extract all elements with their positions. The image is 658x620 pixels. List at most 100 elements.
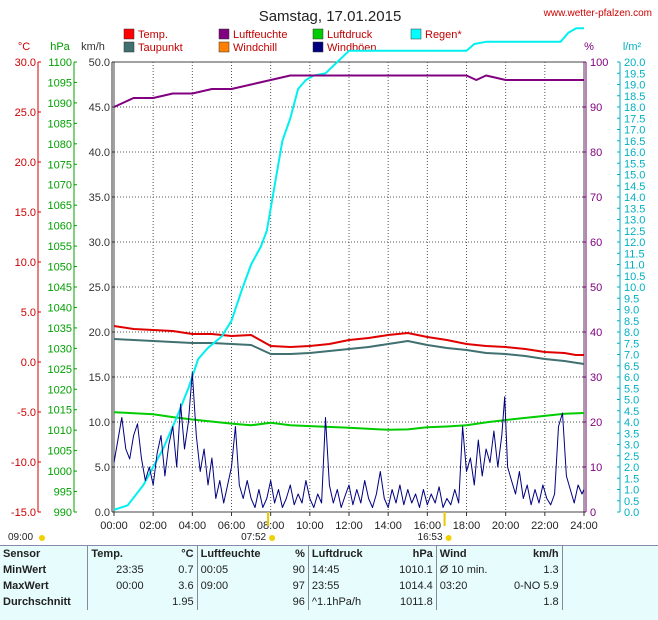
temp-tick-label: 20.0 <box>15 157 36 169</box>
pressure-tick-label: 1040 <box>48 302 72 314</box>
pressure-time: 14:45 <box>307 562 388 578</box>
row-spacer <box>561 562 570 578</box>
humidity-unit-label: % <box>584 41 594 53</box>
rain-tick-label: 0.0 <box>624 507 639 519</box>
humidity-time: 09:00 <box>196 578 279 594</box>
x-tick-label: 00:00 <box>100 520 128 532</box>
legend-label: Windböen <box>327 42 377 54</box>
unit-labels: °C hPa km/h % l/m² <box>18 41 642 53</box>
wind-tick-label: 40.0 <box>89 147 110 159</box>
header-wind-unit: km/h <box>532 548 559 560</box>
pressure-tick-label: 995 <box>54 487 72 499</box>
rain-tick-label: 19.0 <box>624 80 645 92</box>
temp-time: 00:00 <box>87 578 147 594</box>
temp-tick-label: 10.0 <box>15 257 36 269</box>
humidity-time <box>196 594 279 610</box>
rain-tick-label: 8.5 <box>624 316 639 328</box>
row-spacer <box>561 594 570 610</box>
pressure-tick-label: 1005 <box>48 446 72 458</box>
header-temp-unit: °C <box>181 548 194 560</box>
pressure-tick-label: 1095 <box>48 77 72 89</box>
pressure-tick-label: 1000 <box>48 466 72 478</box>
wind-tick-label: 20.0 <box>89 327 110 339</box>
pressure-tick-label: 1055 <box>48 241 72 253</box>
rain-tick-label: 17.0 <box>624 125 645 137</box>
rain-tick-label: 0.5 <box>624 496 639 508</box>
header-pressure-unit: hPa <box>412 548 433 560</box>
rain-tick-label: 11.0 <box>624 260 645 272</box>
pressure-tick-label: 1045 <box>48 282 72 294</box>
legend-label: Taupunkt <box>138 42 183 54</box>
wind-tick-label: 5.0 <box>95 462 110 474</box>
pressure-time: ^1.1hPa/h <box>307 594 388 610</box>
rain-tick-label: 16.0 <box>624 147 645 159</box>
series-luftdruck <box>113 411 585 431</box>
pressure-tick-label: 1075 <box>48 159 72 171</box>
x-tick-label: 24:00 <box>570 520 598 532</box>
pressure-tick-label: 1020 <box>48 384 72 396</box>
rain-unit-label: l/m² <box>623 41 642 53</box>
temp-unit-label: °C <box>18 41 30 53</box>
row-spacer <box>561 578 570 594</box>
row-label: MaxWert <box>3 580 49 592</box>
legend-label: Luftdruck <box>327 29 373 41</box>
rain-tick-label: 12.5 <box>624 226 645 238</box>
wind-tick-label: 50.0 <box>89 57 110 69</box>
wind-label <box>435 594 500 610</box>
temp-tick-label: 30.0 <box>15 57 36 69</box>
rain-tick-label: 12.0 <box>624 237 645 249</box>
header-humidity: Luftfeuchte <box>196 546 279 562</box>
rain-tick-label: 2.5 <box>624 451 639 463</box>
site-link[interactable]: www.wetter-pfalzen.com <box>543 8 652 19</box>
legend-swatch <box>123 28 135 40</box>
header-sensor: Sensor <box>3 548 41 560</box>
rain-tick-label: 10.0 <box>624 282 645 294</box>
wind-unit-label: km/h <box>81 41 105 53</box>
temp-value: 1.95 <box>172 596 194 608</box>
rain-tick-label: 20.0 <box>624 57 645 69</box>
prev-time-label: 09:00 <box>8 532 33 543</box>
pressure-tick-label: 1050 <box>48 262 72 274</box>
rain-tick-label: 5.0 <box>624 395 639 407</box>
wind-tick-label: 25.0 <box>89 282 110 294</box>
humidity-tick-label: 0 <box>590 507 596 519</box>
rain-tick-label: 13.0 <box>624 215 645 227</box>
series-windben <box>113 372 585 508</box>
stats-row-min: MinWert 23:35 0.7 00:05 90 14:45 1010.1 … <box>0 562 570 578</box>
pressure-tick-label: 1060 <box>48 221 72 233</box>
pressure-tick-label: 1015 <box>48 405 72 417</box>
humidity-tick-label: 10 <box>590 462 602 474</box>
legend-swatch <box>218 28 230 40</box>
rain-tick-label: 10.5 <box>624 271 645 283</box>
header-temp: Temp. <box>87 546 147 562</box>
humidity-tick-label: 100 <box>590 57 608 69</box>
pressure-tick-label: 1010 <box>48 425 72 437</box>
humidity-tick-label: 20 <box>590 417 602 429</box>
rain-tick-label: 6.0 <box>624 372 639 384</box>
header-humidity-unit: % <box>295 548 305 560</box>
temp-time <box>87 594 147 610</box>
temp-value: 0.7 <box>178 564 194 576</box>
pressure-tick-label: 1085 <box>48 118 72 130</box>
wind-value: 0-NO 5.9 <box>514 580 559 592</box>
x-tick-label: 22:00 <box>531 520 559 532</box>
row-label: MinWert <box>3 564 47 576</box>
legend-label: Regen* <box>425 29 462 41</box>
rain-tick-label: 16.5 <box>624 136 645 148</box>
rain-tick-label: 8.0 <box>624 327 639 339</box>
rain-tick-label: 18.0 <box>624 102 645 114</box>
legend-swatch <box>312 41 324 53</box>
sun-markers: 07:52 16:53 09:00 <box>8 512 452 543</box>
rain-tick-label: 14.5 <box>624 181 645 193</box>
wind-tick-label: 35.0 <box>89 192 110 204</box>
axes: -15.0 -10.0 -5.0 0.0 5.0 10.0 15.0 20.0 25.0 30.0… <box>11 57 646 519</box>
temp-time: 23:35 <box>87 562 147 578</box>
weather-chart: Samstag, 17.01.2015 www.wetter-pfalzen.c… <box>8 8 652 543</box>
temp-tick-label: 15.0 <box>15 207 36 219</box>
rain-tick-label: 9.0 <box>624 305 639 317</box>
x-tick-label: 06:00 <box>218 520 246 532</box>
rain-tick-label: 11.5 <box>624 248 645 260</box>
humidity-tick-label: 80 <box>590 147 602 159</box>
pressure-value: 1014.4 <box>399 580 433 592</box>
stats-header-row: Sensor Temp. °C Luftfeuchte % Luftdruck … <box>0 546 570 562</box>
